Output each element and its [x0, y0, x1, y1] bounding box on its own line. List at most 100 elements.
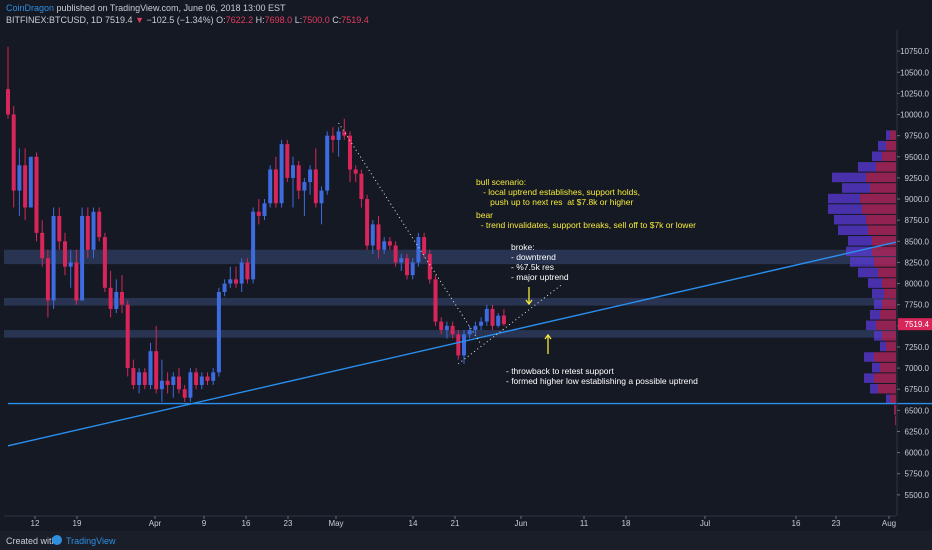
x-tick-label: 14	[409, 519, 418, 528]
volume-profile-up	[868, 278, 882, 288]
sr-zone-0	[4, 249, 896, 265]
low-value: 7500.0	[302, 15, 330, 25]
trendline-0	[7, 241, 897, 447]
volume-profile-up	[866, 320, 876, 331]
candle-body	[68, 262, 73, 267]
candle-body	[399, 258, 404, 263]
volume-profile-down	[876, 320, 896, 331]
sr-zone-2	[4, 330, 896, 338]
x-tick-label: 9	[202, 519, 207, 528]
volume-profile-up	[858, 162, 876, 172]
volume-profile-down	[880, 362, 896, 373]
y-tick-label: 9000.0	[905, 195, 930, 204]
y-tick-label: 10750.0	[900, 47, 929, 56]
candle-body	[296, 165, 301, 191]
y-tick-label: 9750.0	[905, 132, 930, 141]
volume-profile-down	[874, 352, 896, 362]
x-tick-label: 23	[284, 519, 293, 528]
close-value: 7519.4	[341, 15, 369, 25]
symbol-label[interactable]: BITFINEX:BTCUSD, 1D	[6, 15, 103, 25]
candle-body	[456, 334, 461, 356]
volume-profile-up	[850, 257, 874, 267]
author-link[interactable]: CoinDragon	[6, 3, 55, 13]
candle-body	[251, 211, 256, 280]
last-price: 7519.4	[105, 15, 133, 25]
volume-profile-up	[828, 193, 860, 204]
annotation-3: - throwback to retest support- formed hi…	[506, 366, 698, 386]
high-label: H:	[255, 15, 265, 25]
candle-body	[479, 321, 484, 326]
annotation-line: - downtrend	[511, 252, 556, 262]
volume-profile-down	[890, 130, 896, 140]
candle-body	[85, 215, 90, 250]
price-chart[interactable]: 10750.0 10500.0 10250.0 10000.0 9750.0 9500.0…	[0, 0, 932, 531]
volume-profile-down	[895, 415, 896, 426]
annotation-1: bear - trend invalidates, support breaks…	[476, 210, 696, 230]
candle-body	[194, 372, 199, 385]
candle-body	[165, 380, 170, 385]
x-tick-label: Apr	[149, 519, 162, 528]
candle-body	[211, 372, 216, 381]
y-tick-label: 10500.0	[900, 68, 929, 77]
candle-body	[405, 258, 409, 276]
volume-profile-up	[886, 394, 890, 405]
volume-profile-down	[882, 278, 896, 288]
annotation-2: broke:- downtrend- %7.5k res- major uptr…	[511, 242, 569, 282]
candle-body	[439, 321, 444, 331]
dotted-trendline-3	[457, 284, 562, 365]
volume-profile-down	[868, 225, 896, 236]
candle-body	[376, 224, 381, 250]
y-tick-label: 8250.0	[905, 258, 930, 267]
annotation-line: - %7.5k res	[511, 262, 554, 272]
candle-body	[40, 232, 45, 259]
last-price-label: 7519.4	[905, 320, 930, 329]
close-label: C:	[332, 15, 342, 25]
y-tick-label: 6750.0	[905, 385, 930, 394]
candle-body	[182, 389, 187, 398]
volume-profile-down	[882, 151, 896, 162]
candle-body	[330, 135, 335, 140]
volume-profile-down	[866, 172, 896, 183]
candle-body	[239, 262, 244, 284]
candle-body	[325, 135, 330, 191]
tradingview-logo-icon	[52, 535, 62, 545]
candle-body	[28, 156, 33, 208]
candle-body	[473, 325, 478, 331]
candle-body	[467, 330, 472, 335]
volume-profile-down	[878, 267, 896, 278]
annotation-line: bull scenario:	[476, 177, 526, 187]
candle-body	[34, 156, 39, 233]
candle-body	[97, 211, 102, 238]
x-tick-label: 16	[242, 519, 251, 528]
volume-profile-up	[864, 352, 874, 362]
annotation-line: - trend invalidates, support breaks, sel…	[476, 220, 696, 230]
volume-profile-up	[878, 140, 886, 151]
volume-profile-up	[834, 214, 866, 225]
y-tick-label: 9250.0	[905, 174, 930, 183]
candle-body	[342, 131, 347, 136]
candle-body	[308, 169, 313, 183]
y-tick-label: 8750.0	[905, 216, 930, 225]
candle-body	[291, 165, 295, 178]
candle-body	[91, 211, 96, 250]
dotted-trendline-2	[338, 122, 482, 345]
candle-body	[484, 308, 489, 322]
candle-body	[51, 215, 56, 301]
candle-body	[273, 169, 278, 204]
candle-body	[188, 372, 193, 398]
y-tick-label: 6000.0	[905, 449, 930, 458]
volume-profile-up	[848, 236, 872, 246]
candle-body	[416, 237, 421, 263]
annotation-line: push up to next res at $7.8k or higher	[476, 197, 634, 207]
price-change: −102.5 (−1.34%)	[146, 15, 214, 25]
candle-body	[114, 292, 119, 309]
volume-profile-down	[874, 373, 896, 383]
footer-bar: Created with TradingView	[0, 531, 932, 550]
candle-body	[171, 376, 176, 385]
candle-body	[102, 237, 107, 288]
y-tick-label: 6500.0	[905, 406, 930, 415]
open-value: 7622.2	[225, 15, 254, 25]
annotation-line: bear	[476, 210, 493, 220]
volume-profile-up	[870, 383, 878, 394]
tradingview-brand-link[interactable]: TradingView	[66, 536, 116, 546]
